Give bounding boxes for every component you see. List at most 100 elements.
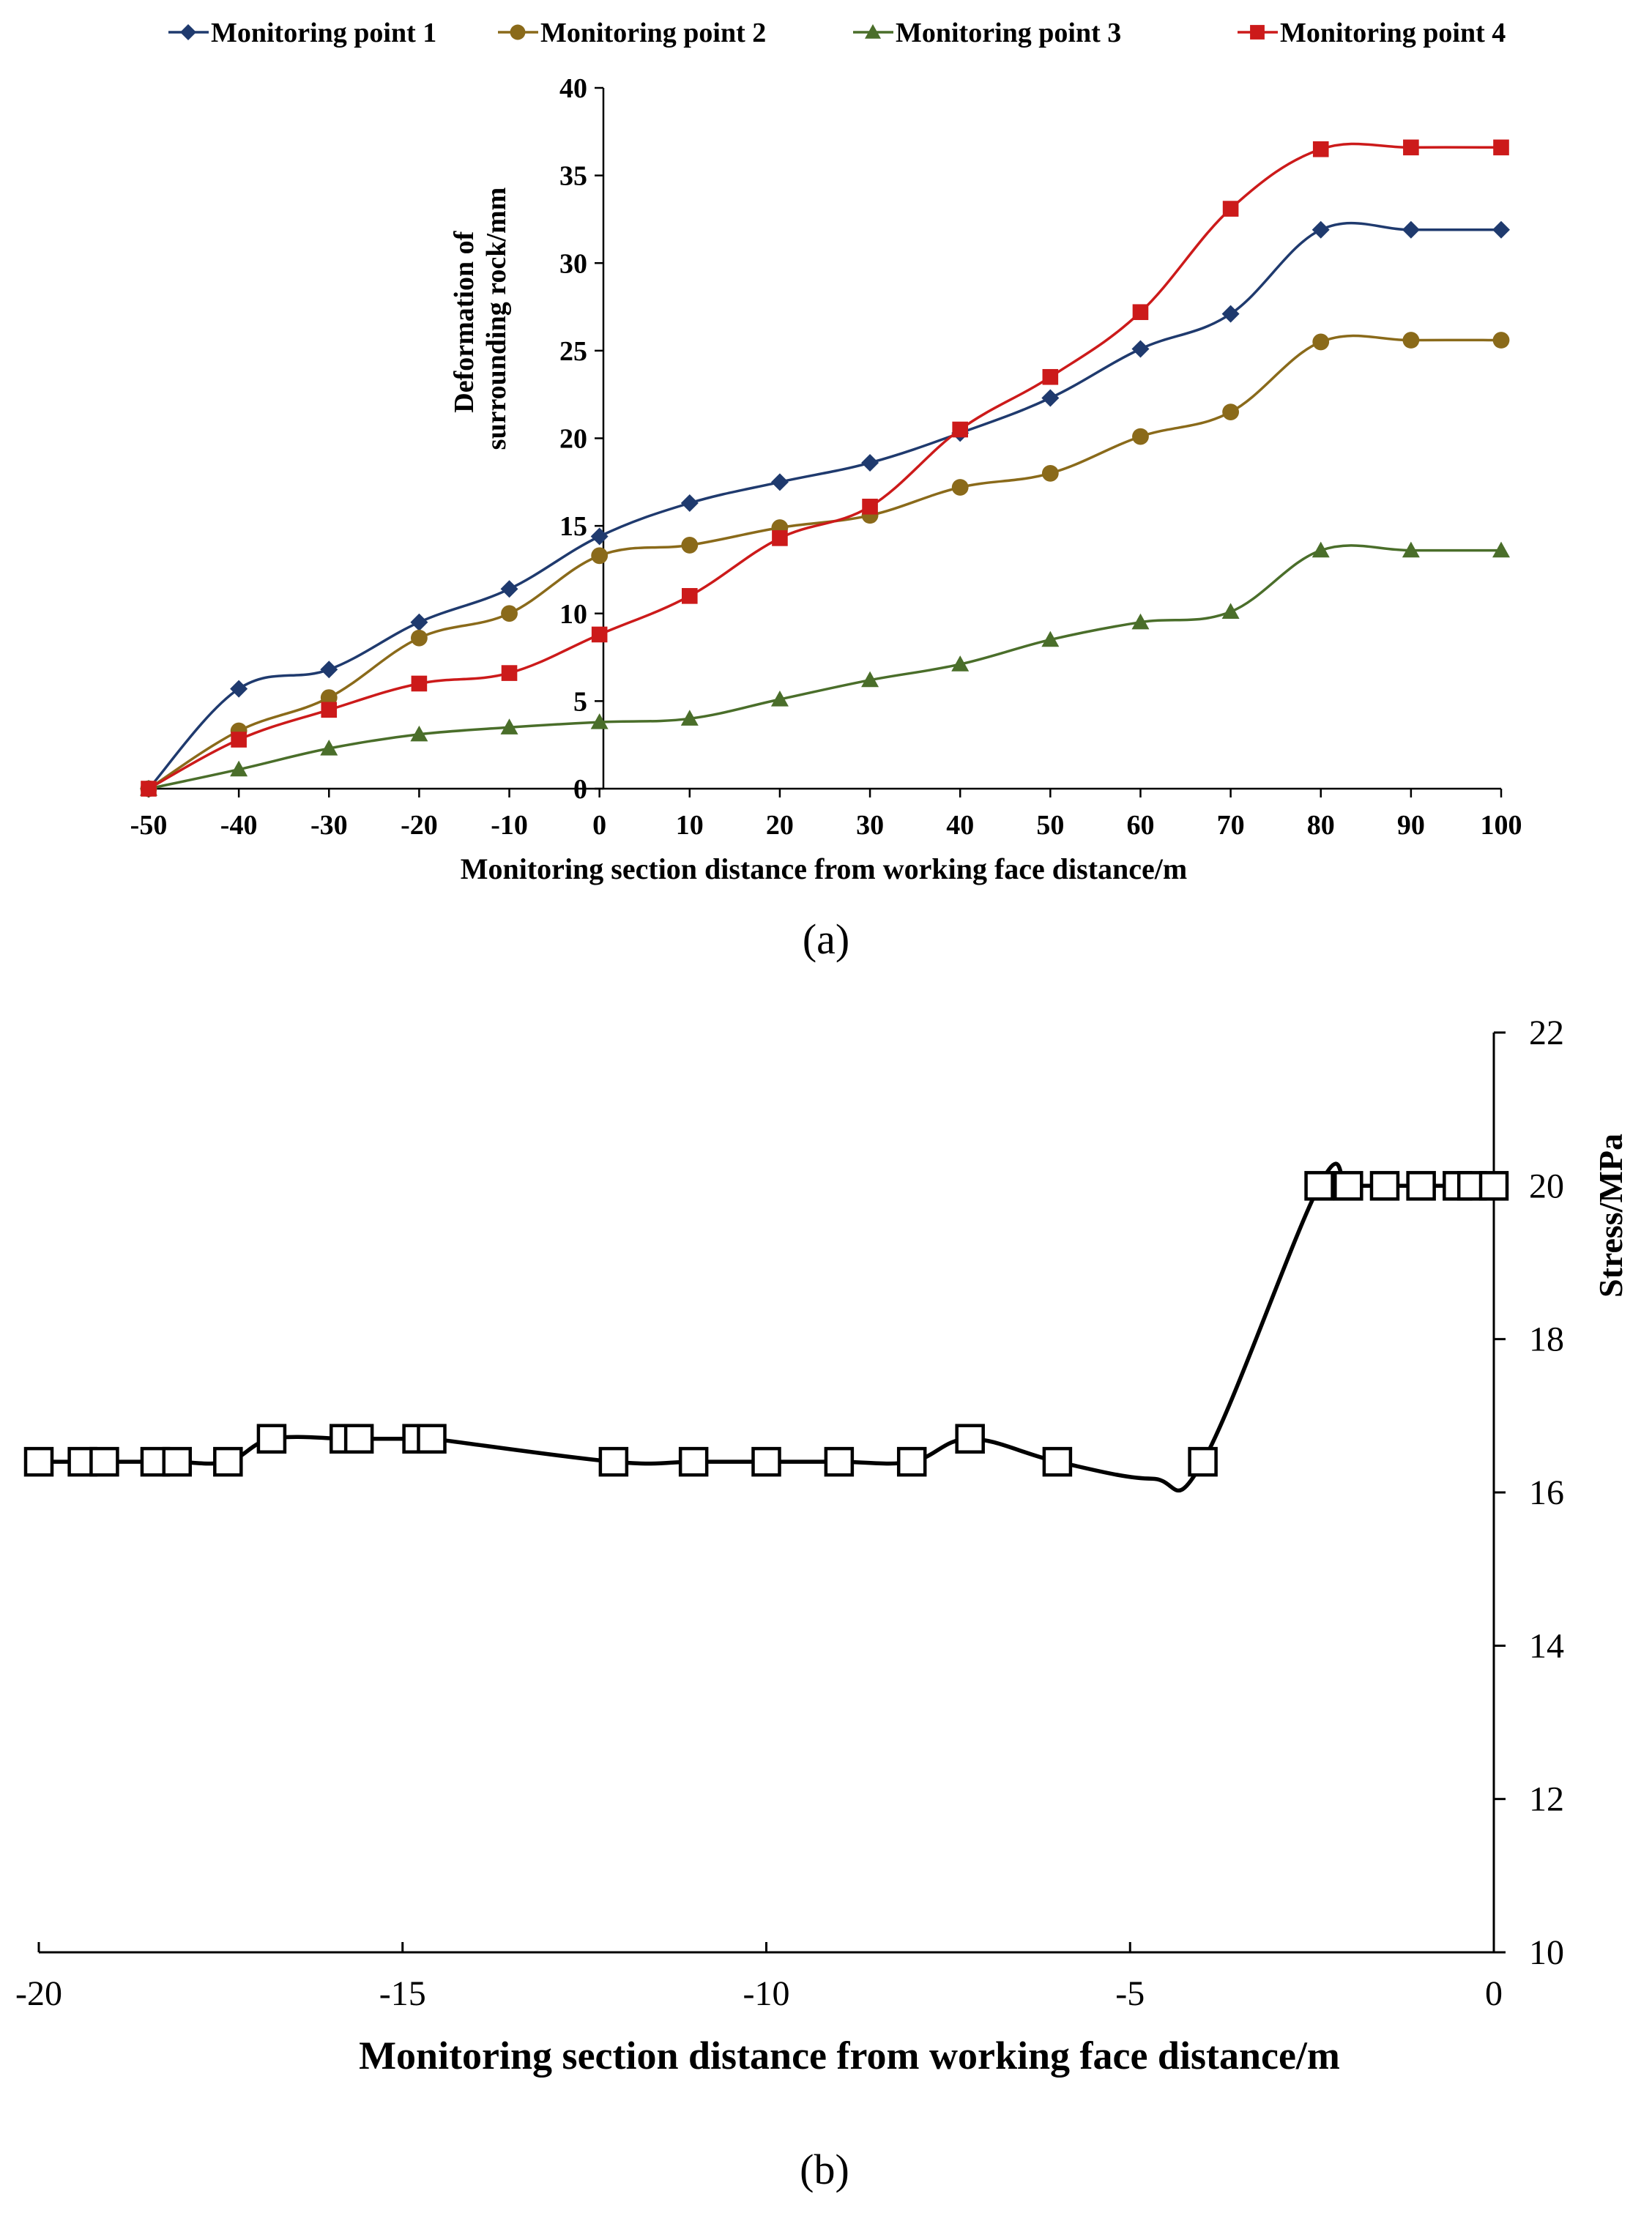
chart-a-point-4 [231,732,247,748]
chart-a-legend-label: Monitoring point 4 [1280,18,1506,48]
chart-a-x-tick-label: 30 [856,810,884,841]
chart-b-point [256,1424,287,1454]
chart-a-legend-marker [180,24,196,40]
chart-a-x-tick-label: 40 [946,810,974,841]
chart-a-y-axis-label-line-1: Deformation of [449,230,480,412]
chart-b-point [23,1446,54,1477]
chart-a-point-2 [411,629,428,647]
chart-a-x-tick-label: 100 [1481,810,1522,841]
chart-a-point-4 [141,781,157,797]
chart-a-point-4 [1042,368,1059,385]
chart-a-point-2 [681,537,699,554]
chart-b-y-tick-label: 18 [1529,1320,1564,1359]
chart-a-x-tick-label: 50 [1036,810,1064,841]
chart-b-x-tick-label: -10 [743,1974,790,2013]
chart-a-y-tick-label: 20 [559,424,587,455]
chart-b-x-tick-label: -20 [15,1974,62,2013]
chart-a-point-2 [1041,464,1059,482]
chart-a-legend: Monitoring point 1 Monitoring point 2 Moni… [168,18,1506,48]
chart-a-point-4 [952,421,968,438]
chart-b-point [213,1446,243,1477]
chart-b-series [23,1161,1509,1492]
chart-a-point-2 [1222,403,1239,421]
chart-a-point-3 [1402,541,1420,558]
chart-a-point-2 [591,547,609,565]
chart-a-y-axis-label: Deformation of surrounding rock/mm [449,187,512,450]
chart-a-point-3 [1311,541,1330,558]
chart-a-x-tick-label: 20 [766,810,794,841]
chart-a-point-4 [772,530,788,546]
chart-a-point-3 [320,739,338,756]
chart-a-point-4 [411,675,428,692]
chart-a: Monitoring point 1 Monitoring point 2 Moni… [130,18,1522,963]
chart-b-point [955,1424,985,1454]
chart-a-point-3 [230,760,248,777]
chart-a-point-4 [1493,139,1509,156]
chart-a-point-1 [320,661,338,679]
chart-a-point-4 [862,499,878,515]
chart-a-legend-label: Monitoring point 3 [896,18,1121,48]
chart-a-y-tick-label: 0 [573,774,587,805]
chart-a-point-3 [680,710,699,726]
chart-b-point [162,1446,193,1477]
chart-b-point [1478,1171,1509,1201]
chart-b-point [1304,1171,1334,1201]
chart-b: -20 -15 -10 -5 0 10 12 14 16 18 20 22 Stress/MPa Mo… [15,1013,1629,2193]
chart-a-point-1 [861,453,879,472]
chart-a-series-line-1 [147,221,1501,790]
chart-a-point-3 [951,655,970,672]
chart-a-point-3 [590,713,609,729]
chart-a-point-2 [1132,428,1149,445]
chart-a-x-tick-label: -10 [491,810,528,841]
chart-b-panel-label: (b) [800,2146,849,2193]
chart-a-series-line-2 [148,334,1502,790]
chart-a-x-tick-label: -40 [220,810,258,841]
chart-a-y-tick-label: 30 [559,248,587,279]
chart-a-point-3 [500,718,518,734]
chart-a-y-axis-label-line-2: surrounding rock/mm [481,187,512,450]
chart-b-point [1333,1171,1363,1201]
chart-a-point-2 [320,689,338,706]
chart-a-point-1 [590,527,609,546]
chart-a-y-tick-label: 15 [559,511,587,542]
chart-a-x-axis-label: Monitoring section distance from working… [461,852,1187,885]
chart-a-point-1 [1402,220,1420,239]
chart-a-point-3 [1492,541,1510,558]
chart-a-point-2 [1492,332,1510,349]
chart-a-point-3 [1221,603,1240,619]
chart-a-x-tick-label: 80 [1307,810,1335,841]
chart-a-y-tick-label: 5 [573,686,587,717]
chart-a-legend-marker [510,24,526,40]
chart-b-x-tick-label: -5 [1115,1974,1145,2013]
chart-b-point [1042,1446,1073,1477]
chart-a-point-4 [501,665,518,681]
chart-a-y-tick-label: 25 [559,336,587,367]
chart-b-x-tick-label: -15 [379,1974,426,2013]
chart-a-x-tick-label: -20 [401,810,438,841]
chart-a-panel-label: (a) [803,915,849,963]
chart-b-point [824,1446,855,1477]
chart-a-point-1 [1041,389,1060,407]
chart-a-x-tick-label: -30 [310,810,348,841]
chart-a-x-tick-label: 60 [1126,810,1154,841]
chart-b-point [343,1424,374,1454]
chart-a-point-4 [1403,139,1419,156]
chart-a-point-3 [1041,631,1060,647]
chart-a-point-2 [951,479,969,496]
chart-a-point-1 [680,494,699,513]
chart-a-series [140,139,1510,797]
chart-a-point-4 [1132,304,1149,321]
chart-a-point-1 [500,580,518,598]
chart-b-point [1188,1446,1218,1477]
chart-a-y-tick-label: 10 [559,599,587,630]
chart-a-y-tick-label: 40 [559,73,587,104]
chart-a-x-tick-label: 10 [676,810,704,841]
chart-a-series-line-3 [148,544,1501,790]
chart-a-x-tick-label: 0 [592,810,606,841]
chart-a-point-1 [1311,220,1330,239]
chart-a-point-2 [501,605,518,622]
chart-b-y-tick-label: 10 [1529,1933,1564,1972]
chart-a-point-2 [1402,332,1420,349]
chart-a-point-1 [230,680,248,698]
